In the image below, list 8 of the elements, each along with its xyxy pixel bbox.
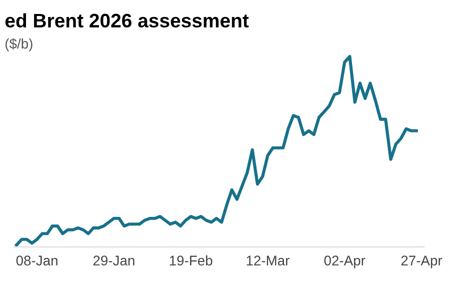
x-tick-label: 19-Feb (170, 255, 212, 266)
x-tick-label: 27-Apr (401, 256, 442, 268)
chart-title: ed Brent 2026 assessment (5, 13, 249, 28)
x-tick-label: 02-Apr (324, 256, 366, 268)
x-tick-label: 08-Jan (16, 256, 58, 266)
chart-subtitle: ($/b) (6, 38, 32, 52)
x-tick-label: 29-Jan (93, 256, 134, 266)
x-tick-label: 12-Mar (246, 256, 290, 266)
